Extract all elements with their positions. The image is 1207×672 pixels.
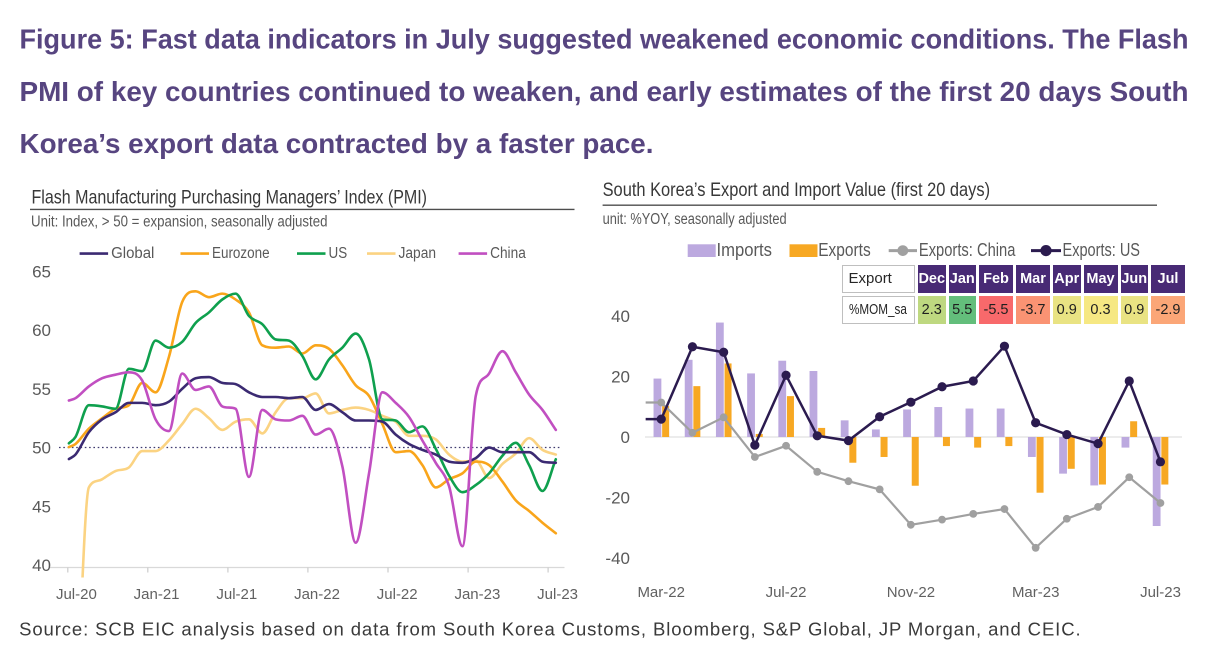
svg-text:China: China bbox=[490, 245, 526, 262]
svg-text:-40: -40 bbox=[605, 549, 630, 568]
svg-text:Jul-23: Jul-23 bbox=[1140, 584, 1181, 601]
svg-text:Exports: China: Exports: China bbox=[919, 240, 1016, 260]
svg-text:60: 60 bbox=[32, 321, 51, 340]
svg-text:Figure 5: Fast data indicators: Figure 5: Fast data indicators in July s… bbox=[20, 23, 1189, 54]
svg-text:Jul-23: Jul-23 bbox=[537, 586, 578, 603]
svg-text:Jan-22: Jan-22 bbox=[294, 586, 340, 603]
svg-text:Korea’s export data contracted: Korea’s export data contracted by a fast… bbox=[20, 128, 654, 159]
svg-text:50: 50 bbox=[32, 439, 51, 458]
svg-text:Imports: Imports bbox=[717, 240, 773, 260]
svg-text:Jul-20: Jul-20 bbox=[56, 586, 97, 603]
svg-text:40: 40 bbox=[611, 307, 630, 326]
svg-text:Japan: Japan bbox=[399, 245, 437, 262]
svg-text:65: 65 bbox=[32, 262, 51, 281]
svg-text:Mar-23: Mar-23 bbox=[1012, 584, 1060, 601]
svg-text:Global: Global bbox=[111, 245, 154, 262]
svg-text:0: 0 bbox=[621, 428, 630, 447]
svg-text:South Korea’s Export and Impor: South Korea’s Export and Import Value (f… bbox=[603, 179, 991, 201]
svg-text:Jul-21: Jul-21 bbox=[216, 586, 257, 603]
svg-text:Exports: US: Exports: US bbox=[1063, 240, 1141, 260]
svg-text:PMI of key countries continued: PMI of key countries continued to weaken… bbox=[20, 76, 1189, 107]
svg-text:40: 40 bbox=[32, 556, 51, 575]
svg-text:Eurozone: Eurozone bbox=[212, 245, 270, 262]
svg-text:Jan-23: Jan-23 bbox=[454, 586, 500, 603]
svg-text:45: 45 bbox=[32, 497, 51, 516]
svg-text:Exports: Exports bbox=[818, 240, 871, 260]
svg-text:20: 20 bbox=[611, 367, 630, 386]
svg-text:Source: SCB EIC analysis based: Source: SCB EIC analysis based on data f… bbox=[19, 619, 1081, 640]
svg-text:unit: %YOY, seasonally adjuste: unit: %YOY, seasonally adjusted bbox=[603, 211, 787, 228]
svg-text:Jul-22: Jul-22 bbox=[377, 586, 418, 603]
svg-text:Jan-21: Jan-21 bbox=[134, 586, 180, 603]
svg-text:Unit: Index, > 50 = expansion,: Unit: Index, > 50 = expansion, seasonall… bbox=[31, 213, 328, 230]
svg-text:Flash Manufacturing Purchasing: Flash Manufacturing Purchasing Managers’… bbox=[32, 187, 428, 209]
svg-text:Jul-22: Jul-22 bbox=[766, 584, 807, 601]
svg-text:US: US bbox=[329, 245, 348, 262]
svg-text:55: 55 bbox=[32, 380, 51, 399]
svg-text:Nov-22: Nov-22 bbox=[887, 584, 935, 601]
svg-text:Mar-22: Mar-22 bbox=[637, 584, 685, 601]
svg-text:-20: -20 bbox=[605, 489, 630, 508]
